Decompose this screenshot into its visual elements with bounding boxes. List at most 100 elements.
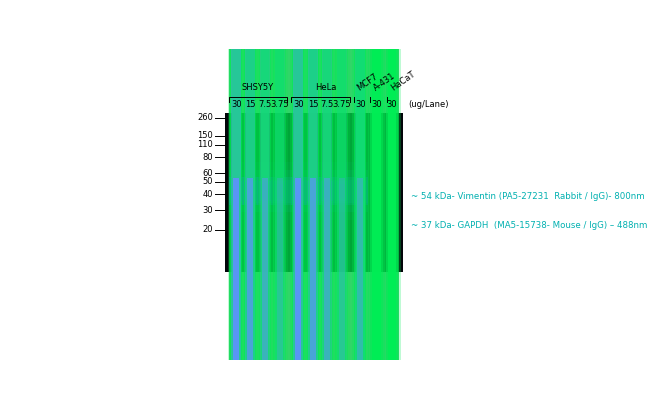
- Text: ~ 37 kDa- GAPDH  (MA5-15738- Mouse / IgG) – 488nm: ~ 37 kDa- GAPDH (MA5-15738- Mouse / IgG)…: [411, 221, 647, 230]
- Bar: [272, 177, 287, 205]
- Bar: [323, 184, 331, 198]
- Bar: [274, 0, 286, 405]
- Text: 30: 30: [371, 100, 382, 109]
- Bar: [354, 0, 367, 405]
- Bar: [335, 0, 348, 405]
- Text: 15: 15: [307, 100, 318, 109]
- Bar: [357, 178, 363, 405]
- Text: 3.75: 3.75: [332, 100, 351, 109]
- Bar: [333, 0, 350, 405]
- Text: 60: 60: [202, 169, 213, 178]
- Text: 3.75: 3.75: [270, 100, 289, 109]
- Bar: [229, 170, 368, 212]
- Bar: [231, 0, 241, 405]
- Bar: [295, 178, 302, 405]
- Bar: [261, 0, 269, 405]
- Text: 150: 150: [197, 131, 213, 140]
- Bar: [229, 179, 368, 202]
- Bar: [308, 0, 318, 405]
- Bar: [334, 177, 349, 205]
- Bar: [231, 181, 242, 201]
- Bar: [244, 181, 256, 201]
- Bar: [276, 178, 283, 405]
- Text: 110: 110: [197, 141, 213, 149]
- Bar: [225, 113, 403, 272]
- Bar: [292, 181, 304, 201]
- Text: (ug/Lane): (ug/Lane): [408, 100, 448, 109]
- Bar: [387, 0, 396, 405]
- Bar: [306, 177, 320, 205]
- Text: HaCaT: HaCaT: [389, 69, 417, 92]
- Bar: [307, 181, 318, 201]
- Bar: [320, 0, 333, 405]
- Bar: [233, 184, 240, 198]
- Bar: [386, 0, 398, 405]
- Bar: [229, 0, 399, 405]
- Text: 50: 50: [202, 177, 213, 186]
- Text: 30: 30: [202, 206, 213, 215]
- Bar: [309, 0, 317, 405]
- Bar: [259, 181, 270, 201]
- Bar: [246, 0, 255, 405]
- Bar: [229, 162, 368, 220]
- Bar: [353, 177, 368, 205]
- Bar: [242, 0, 259, 405]
- Bar: [321, 181, 333, 201]
- Bar: [229, 0, 399, 405]
- Bar: [256, 0, 274, 405]
- Bar: [337, 0, 346, 405]
- Bar: [310, 178, 316, 405]
- Bar: [227, 0, 245, 405]
- Bar: [318, 0, 335, 405]
- Text: 30: 30: [293, 100, 304, 109]
- Bar: [271, 0, 289, 405]
- Bar: [293, 0, 303, 405]
- Text: 260: 260: [197, 113, 213, 122]
- Text: 20: 20: [202, 225, 213, 234]
- Bar: [372, 0, 381, 405]
- Bar: [262, 178, 268, 405]
- Bar: [247, 178, 254, 405]
- Bar: [230, 0, 242, 405]
- Bar: [233, 178, 239, 405]
- Bar: [384, 0, 400, 405]
- Bar: [357, 184, 364, 198]
- Text: 80: 80: [202, 153, 213, 162]
- Text: A-431: A-431: [372, 71, 397, 92]
- Bar: [356, 0, 365, 405]
- Bar: [304, 0, 322, 405]
- Bar: [261, 184, 268, 198]
- Text: 15: 15: [245, 100, 255, 109]
- Bar: [291, 177, 306, 205]
- Bar: [245, 0, 255, 405]
- Bar: [320, 177, 334, 205]
- Bar: [294, 184, 302, 198]
- Bar: [244, 0, 256, 405]
- Bar: [289, 0, 307, 405]
- Bar: [368, 0, 385, 405]
- Text: HeLa: HeLa: [315, 83, 337, 92]
- Bar: [338, 184, 345, 198]
- Text: 30: 30: [355, 100, 365, 109]
- Bar: [259, 0, 271, 405]
- Bar: [276, 0, 284, 405]
- Bar: [229, 177, 244, 205]
- Text: 7.5: 7.5: [258, 100, 272, 109]
- Bar: [292, 0, 304, 405]
- Bar: [352, 0, 369, 405]
- Text: 40: 40: [202, 190, 213, 198]
- Bar: [307, 0, 319, 405]
- Text: 30: 30: [231, 100, 242, 109]
- Text: ~ 54 kDa- Vimentin (PA5-27231  Rabbit / IgG)- 800nm: ~ 54 kDa- Vimentin (PA5-27231 Rabbit / I…: [411, 192, 644, 201]
- Bar: [229, 0, 399, 405]
- Text: 30: 30: [387, 100, 397, 109]
- Bar: [232, 0, 240, 405]
- Text: MCF7: MCF7: [356, 72, 380, 92]
- Bar: [276, 184, 283, 198]
- Bar: [324, 178, 330, 405]
- Bar: [339, 178, 345, 405]
- Bar: [322, 0, 332, 405]
- Text: SHSY5Y: SHSY5Y: [242, 83, 274, 92]
- Bar: [356, 0, 365, 405]
- Bar: [309, 184, 317, 198]
